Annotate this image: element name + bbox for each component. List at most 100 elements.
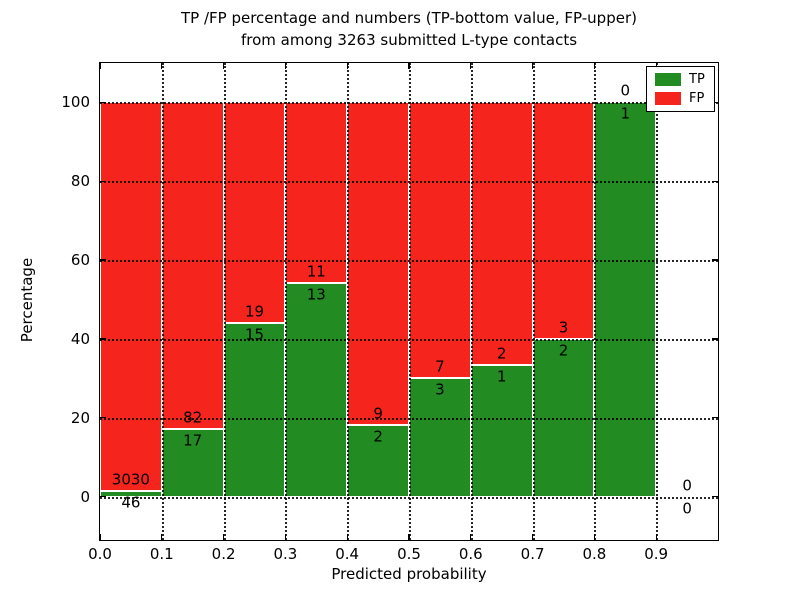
tp-count-label: 46 xyxy=(121,493,141,512)
x-tick-bottom xyxy=(531,534,534,540)
y-tick-left xyxy=(100,180,106,182)
x-gridline xyxy=(223,63,226,540)
legend-label-fp: FP xyxy=(689,91,705,106)
tp-count-label: 3 xyxy=(435,380,445,399)
x-tick-bottom xyxy=(99,534,101,540)
fp-count-label: 11 xyxy=(306,262,326,281)
y-tick-label: 100 xyxy=(61,93,90,112)
x-tick-label: 0.9 xyxy=(644,545,669,563)
y-tick-right xyxy=(712,101,718,104)
x-tick-bottom xyxy=(655,534,657,540)
x-gridline xyxy=(161,63,164,540)
fp-count-label: 0 xyxy=(682,476,692,495)
x-tick-label: 0.4 xyxy=(335,545,360,563)
x-tick-label: 0.7 xyxy=(520,545,545,563)
y-tick-left xyxy=(100,495,106,498)
plot-area: TP FP 3030 46 82 17 19 15 11 13 9 2 7 3 2 1 3 2 0 1 0 0 xyxy=(99,62,719,541)
legend-item-tp: TP xyxy=(655,73,705,86)
bar-segment-fp xyxy=(347,102,409,425)
tp-count-label: 13 xyxy=(306,285,326,304)
fp-count-label: 2 xyxy=(496,344,507,363)
y-tick-right xyxy=(712,338,718,340)
x-gridline xyxy=(656,63,659,540)
y-tick-right xyxy=(712,259,718,261)
fp-count-label: 0 xyxy=(620,81,631,100)
y-tick-left xyxy=(100,259,106,261)
x-tick-bottom xyxy=(593,534,596,540)
x-tick-top xyxy=(408,63,410,69)
x-tick-label: 0.2 xyxy=(211,545,236,563)
x-tick-label: 0.5 xyxy=(397,545,421,563)
bar-segment-fp xyxy=(285,102,348,284)
bar-segment-fp xyxy=(470,102,533,366)
y-tick-left xyxy=(100,417,106,419)
y-axis-label: Percentage xyxy=(18,257,36,343)
x-tick-top xyxy=(99,63,101,69)
fp-count-label: 3030 xyxy=(111,470,150,489)
x-tick-label: 0.6 xyxy=(458,545,483,563)
x-tick-top xyxy=(531,63,534,69)
bar-segment-tp xyxy=(285,283,348,497)
chart-title: TP /FP percentage and numbers (TP-bottom… xyxy=(100,7,718,51)
y-tick-right xyxy=(712,417,718,419)
x-tick-top xyxy=(222,63,225,69)
x-tick-label: 0.0 xyxy=(88,545,112,563)
x-tick-label: 0.8 xyxy=(582,545,607,563)
bar-segment-tp xyxy=(100,490,162,497)
bar-segment-tp xyxy=(594,102,657,497)
y-tick-label: 20 xyxy=(70,408,90,427)
fp-count-label: 9 xyxy=(373,404,383,423)
fp-count-label: 19 xyxy=(244,302,265,321)
x-gridline xyxy=(470,63,473,540)
x-tick-top xyxy=(346,63,348,69)
tp-count-label: 1 xyxy=(620,104,631,123)
y-tick-label: 40 xyxy=(70,329,90,348)
y-tick-left xyxy=(100,338,106,340)
x-tick-label: 0.3 xyxy=(273,545,298,563)
tp-count-label: 17 xyxy=(183,431,203,450)
y-tick-label: 60 xyxy=(70,251,90,270)
legend-item-fp: FP xyxy=(655,92,705,105)
x-tick-bottom xyxy=(284,534,287,540)
x-gridline xyxy=(285,63,288,540)
x-tick-bottom xyxy=(161,534,163,540)
fp-count-label: 82 xyxy=(183,408,203,427)
x-tick-bottom xyxy=(222,534,225,540)
bar-segment-tp xyxy=(223,322,286,497)
tp-count-label: 0 xyxy=(682,499,692,518)
bar-segment-tp xyxy=(161,428,224,497)
fp-swatch xyxy=(655,92,681,105)
legend: TP FP xyxy=(646,66,715,112)
bar-segment-tp xyxy=(409,378,471,497)
x-gridline xyxy=(532,63,535,540)
x-tick-top xyxy=(593,63,596,69)
x-gridline xyxy=(347,63,350,540)
bar-segment-fp xyxy=(409,102,471,379)
bar-segment-fp xyxy=(161,102,224,429)
x-gridline xyxy=(409,63,411,540)
x-tick-bottom xyxy=(346,534,348,540)
y-tick-label: 0 xyxy=(80,487,90,506)
x-tick-bottom xyxy=(470,534,472,540)
x-tick-top xyxy=(284,63,287,69)
x-tick-bottom xyxy=(408,534,410,540)
y-tick-label: 80 xyxy=(70,172,90,191)
fp-count-label: 3 xyxy=(558,318,569,337)
tp-swatch xyxy=(655,73,681,86)
fp-count-label: 7 xyxy=(435,357,445,376)
tp-count-label: 2 xyxy=(373,427,383,446)
x-tick-top xyxy=(470,63,472,69)
bar-segment-tp xyxy=(470,365,533,497)
tp-count-label: 1 xyxy=(496,367,507,386)
y-tick-right xyxy=(712,495,718,498)
tp-count-label: 2 xyxy=(558,341,569,360)
chart-title-line1: TP /FP percentage and numbers (TP-bottom… xyxy=(181,9,637,27)
bar-segment-fp xyxy=(223,102,286,323)
x-gridline xyxy=(594,63,597,540)
x-axis-label: Predicted probability xyxy=(331,565,487,583)
x-tick-top xyxy=(161,63,163,69)
bar-segment-fp xyxy=(100,102,162,491)
chart-title-line2: from among 3263 submitted L-type contact… xyxy=(240,31,578,49)
y-tick-left xyxy=(100,101,106,104)
